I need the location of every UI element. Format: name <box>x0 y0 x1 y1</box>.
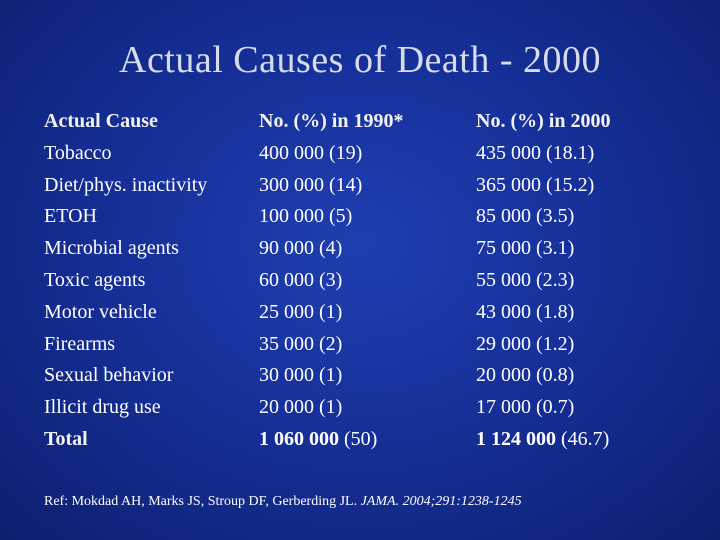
header-2000: No. (%) in 2000 <box>476 110 611 132</box>
count-2000-cell: 55 000 (2.3) <box>476 268 575 291</box>
count-1990-cell: 20 000 (1) <box>259 396 343 419</box>
cause-cell: Sexual behavior <box>44 364 174 387</box>
count-2000-cell: 29 000 (1.2) <box>476 332 575 355</box>
total-2000-percent: (46.7) <box>561 427 610 450</box>
total-2000: 1 124 000 (46.7) <box>476 424 610 456</box>
total-1990: 1 060 000 (50) <box>259 424 403 456</box>
reference-volume: 2004;291:1238-1245 <box>402 494 522 509</box>
slide-title: Actual Causes of Death - 2000 <box>119 39 601 81</box>
count-2000-cell: 20 000 (0.8) <box>476 364 575 387</box>
cause-column: Actual Cause Tobacco Diet/phys. inactivi… <box>44 106 207 456</box>
total-label: Total <box>44 427 88 450</box>
total-1990-percent: (50) <box>344 427 378 450</box>
count-2000-cell: 43 000 (1.8) <box>476 300 575 323</box>
count-2000-cell: 435 000 (18.1) <box>476 141 595 164</box>
cause-cell: ETOH <box>44 205 97 228</box>
count-1990-column: No. (%) in 1990* 400 000 (19) 300 000 (1… <box>259 106 403 456</box>
total-1990-number: 1 060 000 <box>259 427 339 450</box>
count-1990-cell: 35 000 (2) <box>259 332 343 355</box>
count-2000-cell: 85 000 (3.5) <box>476 205 575 228</box>
count-1990-cell: 100 000 (5) <box>259 205 353 228</box>
count-1990-cell: 90 000 (4) <box>259 237 343 260</box>
reference-authors: Ref: Mokdad AH, Marks JS, Stroup DF, Ger… <box>44 494 358 509</box>
cause-cell: Diet/phys. inactivity <box>44 173 208 196</box>
total-2000-number: 1 124 000 <box>476 427 556 450</box>
cause-cell: Motor vehicle <box>44 300 157 323</box>
count-1990-cell: 30 000 (1) <box>259 364 343 387</box>
count-2000-cell: 17 000 (0.7) <box>476 396 575 419</box>
header-1990: No. (%) in 1990* <box>259 110 404 132</box>
cause-cell: Firearms <box>44 332 116 355</box>
cause-cell: Illicit drug use <box>44 396 161 419</box>
cause-cell: Tobacco <box>44 141 112 164</box>
cause-cell: Toxic agents <box>44 268 146 291</box>
reference-citation: Ref: Mokdad AH, Marks JS, Stroup DF, Ger… <box>44 494 522 510</box>
count-2000-cell: 365 000 (15.2) <box>476 173 595 196</box>
count-1990-cell: 25 000 (1) <box>259 300 343 323</box>
count-1990-cell: 400 000 (19) <box>259 141 363 164</box>
count-2000-column: No. (%) in 2000 435 000 (18.1) 365 000 (… <box>476 106 610 456</box>
count-1990-cell: 300 000 (14) <box>259 173 363 196</box>
reference-journal: JAMA. <box>360 494 400 509</box>
cause-cell: Microbial agents <box>44 237 179 260</box>
count-1990-cell: 60 000 (3) <box>259 268 343 291</box>
header-actual-cause: Actual Cause <box>44 110 158 132</box>
count-2000-cell: 75 000 (3.1) <box>476 237 575 260</box>
